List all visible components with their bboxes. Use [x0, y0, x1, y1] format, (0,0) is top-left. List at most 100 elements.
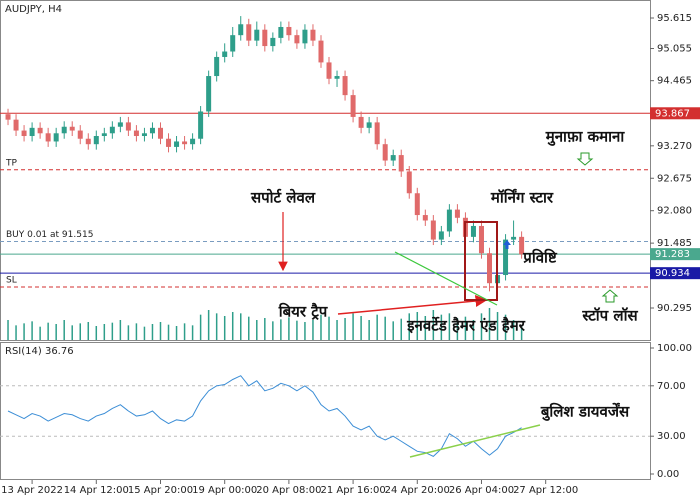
y-tick-label: 95.055: [657, 44, 692, 55]
level-label: TP: [5, 158, 17, 168]
candle-body: [61, 126, 67, 134]
candle-body: [446, 209, 452, 232]
x-tick-label: 24 Apr 20:00: [385, 485, 450, 496]
candle-body: [278, 26, 284, 38]
candle-body: [511, 236, 517, 240]
candle-body: [5, 114, 11, 120]
x-tick-label: 20 Apr 08:00: [256, 485, 321, 496]
y-tick-label: 91.485: [657, 238, 692, 249]
candle-body: [414, 193, 420, 216]
candle-body: [141, 133, 147, 137]
rsi-title: RSI(14) 36.76: [5, 346, 74, 357]
level-label: BUY 0.01 at 91.515: [6, 230, 93, 240]
price-tag-label: 91.283: [655, 249, 690, 260]
annotation: मुनाफ़ा कमाना: [545, 128, 626, 147]
x-tick-label: 26 Apr 04:00: [449, 485, 514, 496]
candle-body: [45, 133, 51, 142]
candle-body: [342, 76, 348, 96]
candle-body: [454, 209, 460, 218]
candle-body: [294, 35, 300, 44]
candle-body: [214, 56, 220, 77]
candle-body: [13, 119, 19, 131]
candle-body: [519, 236, 525, 255]
annotation: सपोर्ट लेवल: [250, 189, 316, 207]
candle-body: [109, 126, 115, 134]
candle-body: [190, 138, 196, 145]
candle-body: [125, 122, 131, 131]
candle-body: [438, 231, 444, 240]
candle-body: [478, 225, 484, 254]
candle-body: [398, 155, 404, 172]
y-tick-label: 93.270: [657, 141, 692, 152]
candle-body: [69, 126, 75, 131]
candle-body: [302, 29, 308, 44]
candle-body: [382, 144, 388, 161]
candle-body: [149, 127, 155, 134]
price-tag: [650, 248, 700, 261]
rsi-tick-label: 70.00: [657, 381, 686, 392]
candle-body: [238, 24, 244, 36]
rsi-tick-label: 0.00: [657, 469, 679, 480]
candle-body: [93, 136, 99, 145]
annotation: इनवर्टेड हैमर एंड हैमर: [406, 317, 526, 335]
rsi-line: [7, 375, 522, 457]
annotation: बुलिश डायवर्जेंस: [540, 403, 630, 422]
candle-body: [334, 76, 340, 79]
candle-body: [406, 171, 412, 194]
candle-body: [470, 225, 476, 237]
main-pane: [0, 0, 651, 341]
candle-body: [182, 141, 188, 145]
x-tick-label: 13 Apr 2022: [1, 485, 63, 496]
candle-body: [310, 29, 316, 41]
candle-body: [29, 127, 35, 137]
candle-body: [350, 95, 356, 117]
candle-body: [53, 133, 59, 142]
rsi-tick-label: 30.00: [657, 431, 686, 442]
chart-title: AUDJPY, H4: [5, 4, 62, 15]
candle-body: [198, 111, 204, 139]
candle-body: [326, 62, 332, 79]
annotation: प्रविष्टि: [522, 249, 558, 267]
candle-body: [246, 24, 252, 41]
candle-body: [37, 127, 43, 134]
candle-body: [422, 215, 428, 221]
rsi-pane: [0, 342, 651, 480]
y-tick-label: 90.295: [657, 303, 692, 314]
candle-body: [487, 253, 493, 284]
candle-body: [374, 122, 380, 145]
candle-body: [286, 26, 292, 36]
candle-body: [174, 141, 180, 147]
y-tick-label: 95.615: [657, 13, 692, 24]
candle-body: [117, 122, 123, 127]
candle-body: [390, 155, 396, 161]
candle-body: [358, 116, 364, 128]
candle-body: [222, 51, 228, 57]
price-tag: [650, 107, 700, 120]
candle-body: [133, 130, 139, 137]
candle-body: [77, 130, 83, 139]
candle-body: [366, 122, 372, 128]
annotation: स्टॉप लॉस: [581, 307, 638, 325]
candle-body: [101, 133, 107, 137]
x-tick-label: 15 Apr 20:00: [128, 485, 193, 496]
annotation-shapes: [278, 152, 619, 458]
x-tick-label: 19 Apr 00:00: [192, 485, 257, 496]
candle-body: [254, 29, 260, 41]
candle-body: [230, 35, 236, 52]
candle-body: [270, 37, 276, 47]
candle-body: [166, 138, 172, 147]
candle-body: [157, 127, 163, 139]
annotation: बियर ट्रैप: [278, 303, 329, 321]
y-tick-label: 92.080: [657, 206, 692, 217]
candle-body: [503, 239, 509, 276]
level-label: SL: [6, 276, 17, 286]
candle-body: [85, 138, 91, 145]
rsi-tick-label: 100.00: [657, 343, 692, 354]
candle-body: [262, 29, 268, 47]
candle-body: [21, 130, 27, 137]
candle-body: [430, 220, 436, 240]
x-tick-label: 27 Apr 12:00: [513, 485, 578, 496]
price-tag-label: 90.934: [655, 268, 690, 279]
